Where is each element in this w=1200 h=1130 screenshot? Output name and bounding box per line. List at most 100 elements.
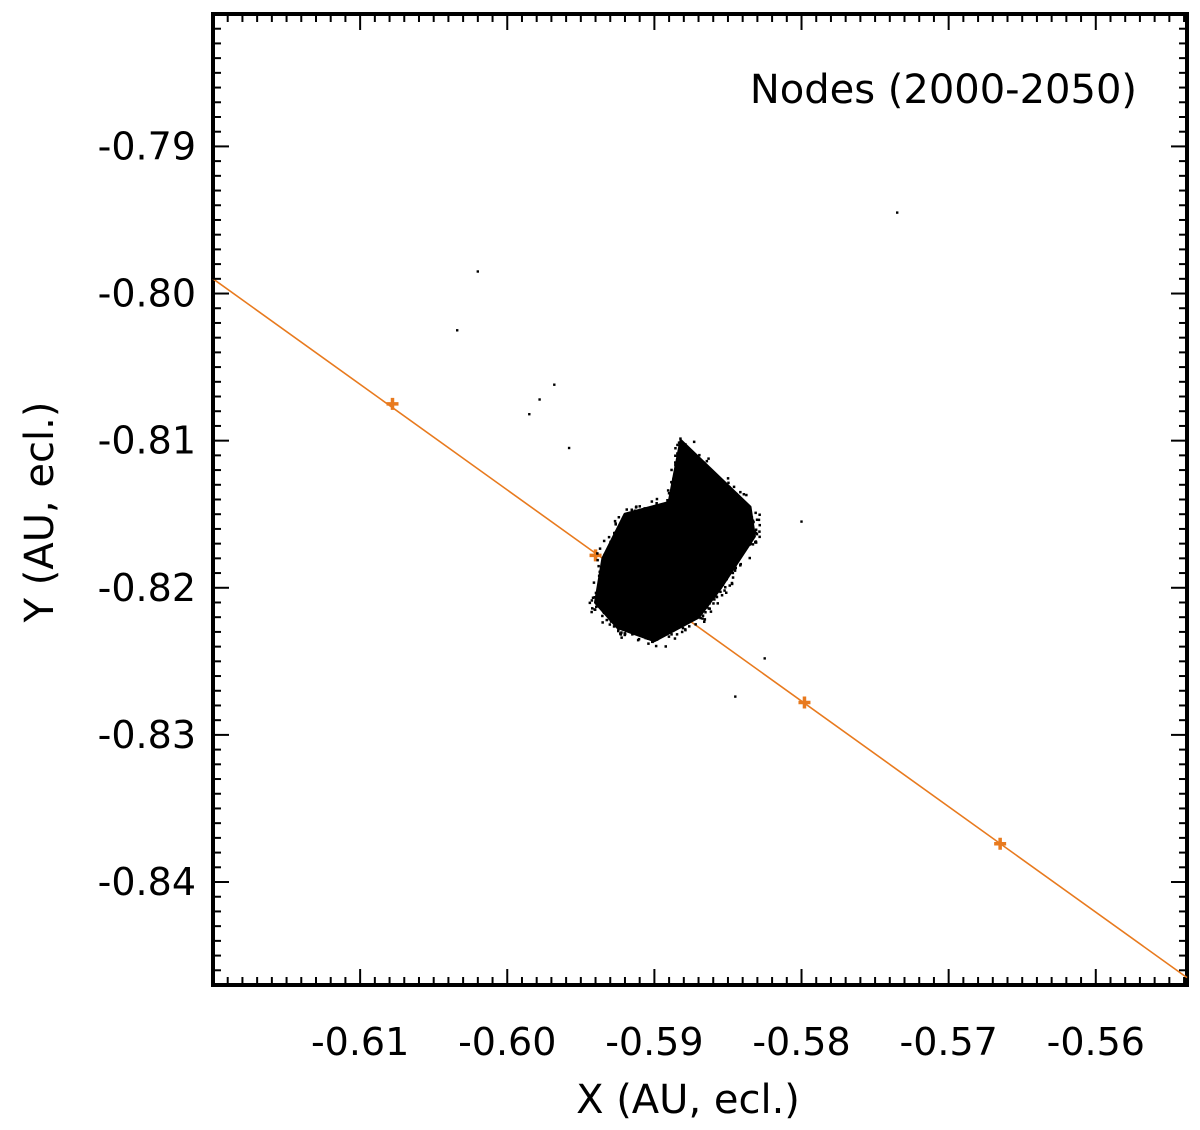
node-cloud-speck [600, 582, 603, 585]
node-cloud-speck [643, 634, 646, 637]
node-cloud-speck [623, 632, 626, 635]
node-cloud-speck [627, 518, 630, 521]
x-axis-title: X (AU, ecl.) [576, 1077, 800, 1123]
node-cloud-speck [699, 616, 702, 620]
orbit-marker [798, 696, 811, 709]
node-cloud-speck [758, 535, 761, 539]
node-cloud-speck [607, 535, 611, 539]
node-cloud-speck [630, 508, 633, 511]
node-point [734, 695, 737, 698]
node-cloud-speck [596, 591, 600, 594]
node-cloud-speck [670, 493, 674, 497]
node-cloud-speck [739, 562, 742, 566]
node-cloud-speck [604, 577, 607, 581]
node-cloud-speck [679, 444, 682, 447]
node-cloud-speck [601, 578, 604, 581]
node-cloud-speck [598, 570, 601, 574]
node-cloud-speck [705, 594, 708, 597]
orbit-line [212, 278, 1188, 979]
node-cloud-speck [709, 589, 713, 593]
node-cloud-speck [731, 571, 735, 575]
node-cloud-speck [624, 525, 627, 529]
node-cloud-speck [593, 608, 596, 611]
node-cloud-speck [602, 539, 606, 543]
node-cloud-speck [751, 519, 755, 522]
node-cloud-speck [613, 531, 616, 535]
node-cloud-speck [596, 558, 599, 562]
node-cloud-speck [593, 596, 596, 599]
node-cloud-speck [634, 506, 638, 509]
node-cloud-speck [722, 486, 726, 490]
node-cloud-speck [664, 628, 667, 632]
node-cloud-speck [712, 595, 715, 599]
node-cloud-speck [601, 575, 604, 579]
node-point [528, 413, 531, 416]
node-cloud-speck [650, 637, 654, 641]
node-cloud-speck [692, 440, 696, 444]
node-cloud-speck [616, 537, 619, 540]
node-cloud-speck [676, 452, 679, 455]
node-cloud-speck [688, 625, 691, 628]
node-cloud-speck [721, 583, 725, 587]
node-cloud-speck [684, 452, 687, 455]
node-cloud-speck [672, 629, 675, 632]
node-cloud-speck [596, 589, 600, 592]
node-cloud-speck [614, 531, 617, 534]
node-point [763, 657, 766, 660]
node-cloud-speck [730, 581, 734, 585]
node-cloud-speck [673, 637, 677, 640]
node-cloud-speck [655, 497, 659, 501]
node-cloud-speck [676, 494, 679, 498]
node-cloud-speck [677, 625, 681, 628]
node-cloud-speck [655, 502, 658, 505]
node-cloud-speck [601, 614, 604, 618]
node-cloud-speck [679, 437, 682, 440]
node-cloud-speck [715, 586, 719, 590]
node-cloud-speck [748, 543, 752, 546]
node-cloud-speck [680, 445, 683, 449]
node-cloud-speck [594, 591, 598, 595]
node-cloud-speck [750, 524, 753, 528]
node-cloud-speck [739, 490, 742, 494]
node-cloud-speck [685, 619, 688, 622]
node-cloud-speck [750, 516, 754, 519]
node-cloud-speck [746, 529, 750, 532]
node-cloud-speck [606, 611, 609, 615]
node-cloud-speck [742, 493, 746, 496]
node-cloud-speck [725, 577, 728, 581]
node-cloud-speck [674, 504, 677, 507]
node-cloud-speck [617, 622, 621, 625]
node-cloud-speck [698, 453, 701, 457]
node-cloud-speck [617, 629, 620, 633]
node-cloud-speck [748, 556, 751, 560]
node-cloud-speck [754, 528, 758, 531]
node-cloud-speck [674, 461, 677, 464]
node-cloud-speck [728, 584, 731, 587]
node-cloud-speck [666, 628, 670, 631]
node-cloud-speck [612, 625, 616, 628]
node-point [896, 211, 899, 214]
node-cloud-speck [601, 621, 604, 624]
node-cloud-speck [600, 603, 603, 606]
node-cloud-speck [729, 491, 733, 495]
node-cloud-speck [745, 508, 749, 512]
node-cloud-speck [695, 615, 698, 618]
node-cloud-speck [674, 454, 677, 457]
node-cloud-speck [618, 535, 621, 539]
node-cloud-speck [625, 513, 628, 516]
node-cloud-speck [635, 627, 639, 630]
node-cloud-speck [619, 625, 622, 628]
node-cloud-speck [596, 601, 599, 605]
node-cloud-speck [662, 511, 665, 514]
node-cloud-speck [603, 572, 607, 575]
node-cloud-speck [606, 561, 609, 565]
node-cloud-speck [608, 623, 612, 626]
node-cloud-speck [613, 622, 617, 625]
node-cloud-speck [651, 634, 654, 638]
node-cloud-speck [674, 447, 677, 450]
node-cloud-speck [638, 508, 642, 512]
node-cloud-speck [742, 550, 745, 554]
node-cloud-speck [670, 468, 673, 472]
node-cloud-speck [615, 544, 618, 548]
node-cloud-speck [602, 562, 606, 565]
